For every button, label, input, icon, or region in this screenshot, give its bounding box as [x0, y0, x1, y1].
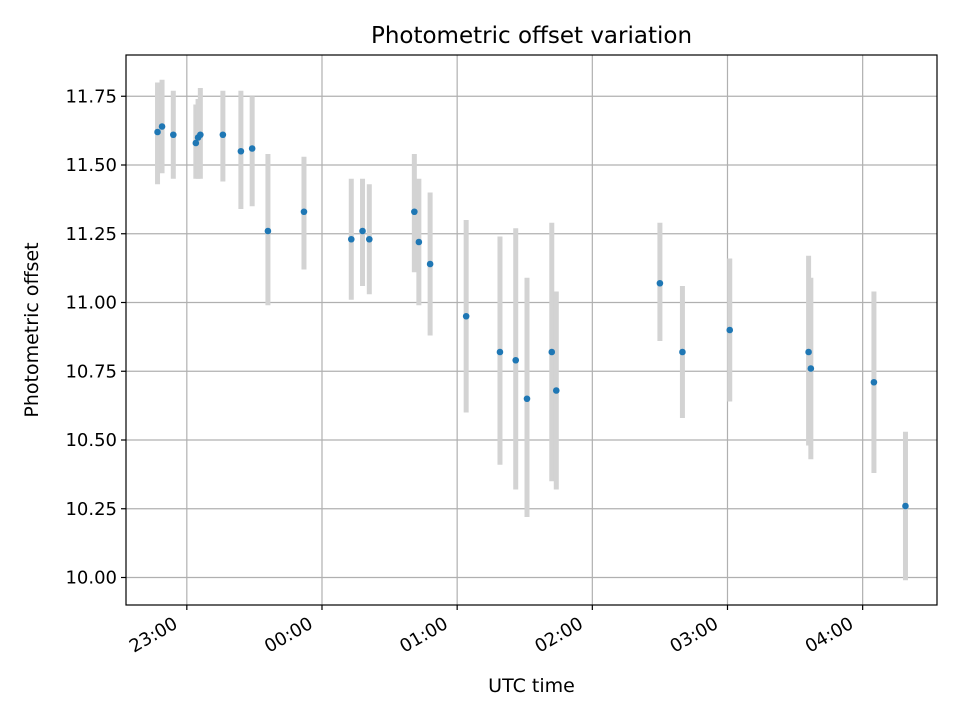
data-point: [158, 123, 166, 130]
data-point: [523, 395, 531, 403]
y-tick-label: 11.25: [65, 224, 117, 245]
data-point: [237, 147, 245, 155]
y-tick-label: 10.75: [65, 361, 117, 382]
data-point: [219, 131, 227, 139]
data-point: [807, 365, 815, 372]
data-point: [197, 131, 204, 139]
data-point: [426, 260, 434, 268]
data-point: [366, 235, 373, 243]
y-tick-label: 11.00: [65, 293, 117, 314]
y-tick-label: 11.75: [65, 86, 117, 107]
y-tick-label: 11.50: [65, 155, 117, 176]
data-point: [248, 145, 256, 152]
data-point: [512, 356, 520, 364]
data-point: [170, 131, 177, 139]
data-point: [552, 387, 560, 394]
data-points: [154, 123, 909, 510]
plot-frame: [125, 54, 938, 606]
data-point: [462, 312, 470, 320]
data-point: [726, 326, 734, 334]
chart-title: Photometric offset variation: [371, 23, 692, 49]
x-axis-label: UTC time: [488, 675, 575, 697]
y-tick-label: 10.50: [65, 430, 117, 451]
data-point: [656, 279, 664, 287]
y-axis-ticks: 10.00 10.25 10.50 10.75 11.00 11.25 11.50 11.75: [65, 86, 126, 589]
data-point: [411, 208, 418, 216]
y-tick-label: 10.00: [65, 568, 117, 589]
data-point: [548, 348, 556, 356]
data-point: [154, 128, 161, 136]
data-point: [300, 208, 308, 216]
data-point: [415, 238, 423, 246]
data-point: [870, 378, 878, 386]
data-point: [805, 348, 812, 356]
y-tick-label: 10.25: [65, 499, 117, 520]
y-axis-label: Photometric offset: [21, 242, 43, 417]
data-point: [192, 139, 200, 147]
data-point: [902, 502, 909, 510]
data-point: [679, 348, 686, 356]
data-point: [264, 227, 272, 235]
data-point: [496, 348, 504, 356]
data-point: [347, 235, 355, 243]
data-point: [359, 227, 366, 235]
